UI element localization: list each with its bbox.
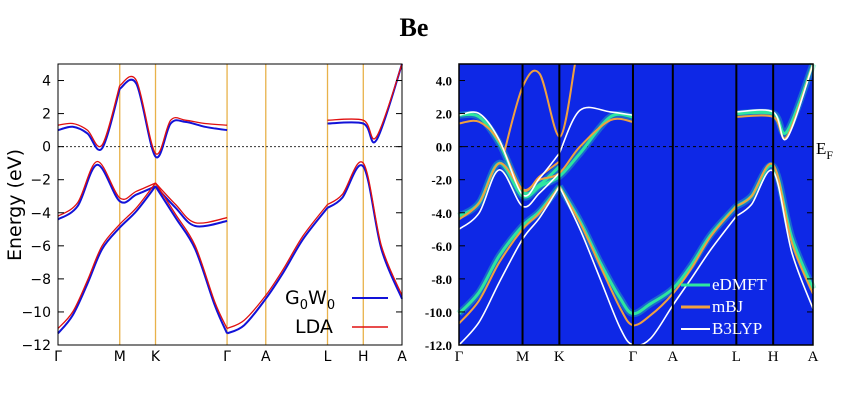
legend-g0w0-sub2: 0 [327,298,335,313]
kpath-label-7: A [397,349,407,365]
kpath-label-5: L [732,349,741,365]
right-plot-border [458,63,814,346]
right-legend: eDMFT mBJ B3LYP [681,275,767,338]
ytick-label-7: −10 [21,305,51,321]
left-y-axis-label: Energy (eV) [4,149,26,261]
mbj-band-5 [503,63,576,152]
left-y-ticks: 4 2 0 −2 −4 −6 −8 −10 −12 [21,74,402,354]
lda-band-4 [57,160,156,217]
fermi-level-label: EF [816,139,833,162]
fermi-sub: F [826,148,833,162]
ytick-label-1: 2.0 [436,107,452,122]
ytick-label-2: 0 [42,140,51,156]
ytick-label-1: 2 [42,107,51,123]
b3lyp-band-3 [458,169,560,230]
kpath-label-3: Γ [629,349,638,365]
right-kpath-lines [521,64,775,345]
kpath-label-1: M [114,349,126,365]
kpath-label-2: K [554,349,565,365]
kpath-label-3: Γ [223,349,231,365]
mbj-band-4 [458,117,634,221]
right-band-lines [456,62,817,347]
ytick-label-8: −12 [21,338,51,354]
ytick-label-2: 0.0 [436,140,452,155]
ytick-label-5: -6.0 [431,239,452,254]
b3lyp-band-6 [736,63,814,141]
ytick-label-5: −6 [30,239,51,255]
ytick-label-7: -10.0 [425,305,452,320]
lda-band-1 [154,182,228,329]
kpath-label-0: Γ [54,349,62,365]
left-plot-border [57,63,403,346]
lda-band-5 [155,182,228,224]
kpath-label-6: H [768,349,779,365]
kpath-label-0: Γ [455,349,464,365]
kpath-label-6: H [358,349,369,365]
ytick-label-4: -4.0 [431,206,452,221]
lda-band-6 [57,85,121,148]
ytick-label-6: −8 [30,272,51,288]
legend-g0w0-label: G0W0 [285,287,335,313]
g0w0-band-1 [154,185,229,334]
lda-band-7 [119,75,228,155]
b3lyp-band-5 [558,106,634,154]
ytick-label-8: -12.0 [425,338,452,353]
b3lyp-band-4 [458,111,561,197]
fermi-e: E [816,139,826,158]
legend-g0w0-sub1: 0 [300,298,308,313]
legend-lda-label: LDA [295,316,333,338]
lda-band-3 [327,161,403,296]
ytick-label-4: −4 [30,206,51,222]
ytick-label-3: -2.0 [431,173,452,188]
ytick-label-6: -8.0 [431,272,452,287]
g0w0-band-4 [57,163,156,221]
lda-band-0 [57,182,157,329]
legend-edmft-label: eDMFT [712,275,767,294]
legend-g0w0-w: W [308,287,327,309]
left-band-lines [57,63,403,335]
b3lyp-band-0 [458,185,561,346]
g0w0-band-6 [57,88,121,151]
kpath-label-5: L [324,349,332,365]
g0w0-band-0 [57,185,157,335]
ytick-label-0: 4.0 [436,74,452,89]
right-panel-edmft: 4.0 2.0 0.0 -2.0 -4.0 -6.0 -8.0 -10.0 -12.0 Γ M K Γ… [425,62,833,365]
g0w0-band-7 [119,78,228,159]
lda-band-8 [327,63,403,140]
kpath-label-7: A [808,349,819,365]
g0w0-band-2 [226,207,329,335]
g0w0-band-3 [326,164,403,300]
kpath-label-2: K [151,349,161,365]
kpath-label-4: A [667,349,678,365]
right-plot-frame [459,64,813,345]
kpath-label-1: M [516,349,529,365]
right-y-ticks: 4.0 2.0 0.0 -2.0 -4.0 -6.0 -8.0 -10.0 -12.0 [425,74,813,353]
legend-g0w0-g: G [285,287,300,309]
left-legend: G0W0 LDA [285,287,388,338]
mbj-band-0 [458,185,561,325]
left-plot-frame [58,64,402,345]
legend-b3lyp-label: B3LYP [712,319,762,338]
ytick-label-3: −2 [30,173,51,189]
lda-band-2 [226,204,329,330]
legend-mbj-label: mBJ [712,297,744,316]
left-panel-gw-lda: 4 2 0 −2 −4 −6 −8 −10 −12 Γ M K Γ A L H A Energy (eV) G… [4,63,407,365]
figure-title: Be [400,13,429,42]
kpath-label-4: A [261,349,271,365]
mbj-band-1 [558,185,738,327]
ytick-label-0: 4 [42,74,51,90]
